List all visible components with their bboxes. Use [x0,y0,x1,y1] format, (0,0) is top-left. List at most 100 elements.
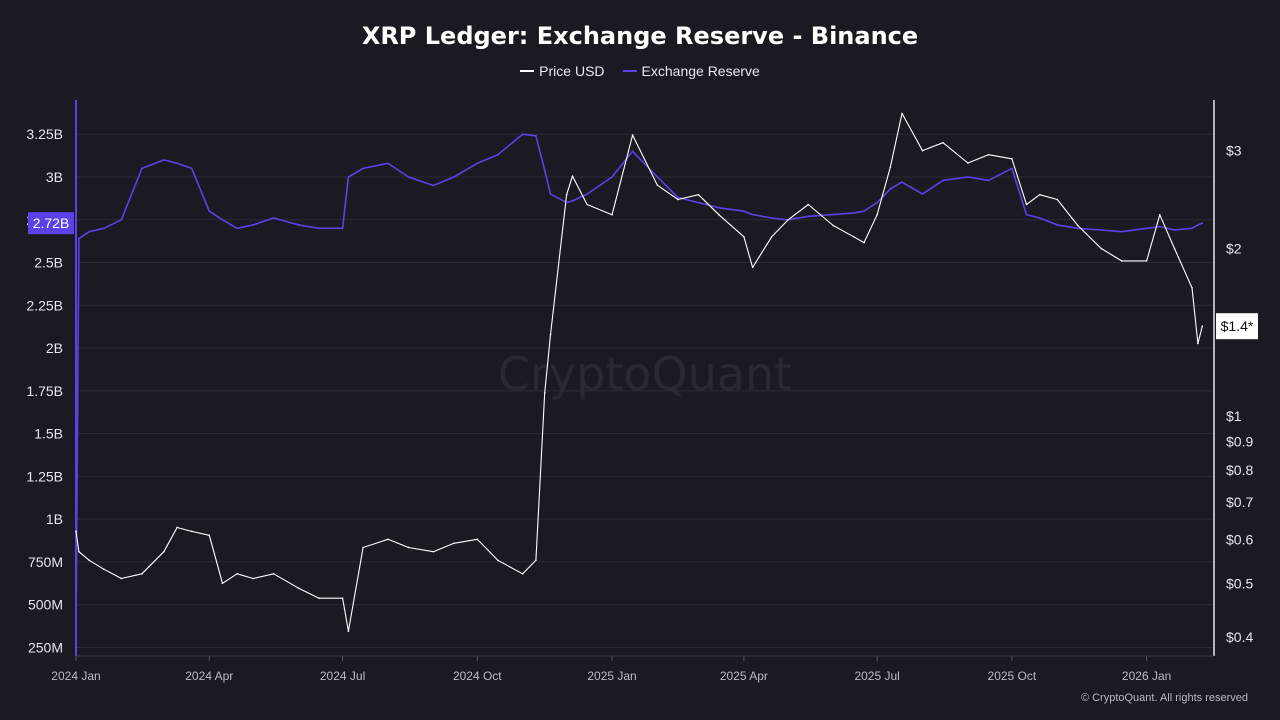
reserve-point [221,218,224,221]
reserve-point [718,206,720,209]
price-point [832,224,835,227]
reserve-point [1038,217,1041,219]
y-left-tick-label: 250M [28,639,63,655]
reserve-point [543,169,546,172]
reserve-point [88,230,91,233]
x-tick-label: 2024 Jan [51,669,100,683]
legend-item-reserve[interactable]: Exchange Reserve [622,63,760,79]
reserve-point [534,135,537,137]
price-point [272,573,275,575]
reserve-point [1056,223,1059,226]
reserve-point [521,133,524,136]
price-point [407,546,410,549]
reserve-point [631,150,634,153]
price-point [1201,325,1204,327]
reserve-point [452,176,455,178]
y-left-tick-label: 2.25B [26,297,63,313]
x-tick-label: 2025 Jul [854,669,899,683]
reserve-point [1025,213,1028,216]
copyright-footer: © CryptoQuant. All rights reserved [1080,692,1248,704]
y-left-tick-label: 1B [46,511,63,527]
price-point [497,559,499,562]
price-point [1120,260,1123,262]
reserve-point [176,162,178,165]
reserve-point [1191,227,1193,230]
x-tick-label: 2025 Jan [587,669,636,683]
reserve-point [863,210,865,213]
reserve-point [1196,223,1199,226]
price-point [1056,198,1059,201]
reserve-point [876,201,879,204]
price-point [876,213,878,216]
price-point [535,559,537,562]
price-point [770,235,773,238]
price-point [1100,247,1103,250]
price-point [656,184,659,186]
price-last-value-box [1216,313,1258,340]
price-point [347,630,350,633]
y-left-tick-label: 1.75B [26,383,63,399]
price-point [163,550,165,553]
x-tick-label: 2024 Apr [185,669,233,683]
reserve-point [942,179,944,182]
y-left-tick-label: 1.25B [26,468,63,484]
series-line-price-usd [75,112,1203,632]
reserve-point [341,227,344,230]
reserve-point [967,176,969,178]
reserve-point [102,227,105,230]
reserve-point [432,184,435,187]
price-point [318,597,320,600]
x-tick-label: 2024 Jul [320,669,365,683]
x-tick-label: 2025 Oct [988,669,1037,683]
reserve-point [571,200,574,202]
reserve-point [807,215,810,218]
price-point [967,162,969,164]
price-point [297,587,300,589]
price-point [1197,342,1199,345]
series-line-exchange-reserve [75,133,1203,631]
price-point [586,203,588,206]
reserve-point [770,217,773,219]
reserve-point [889,188,892,190]
price-point [176,526,178,529]
reserve-point [1100,229,1103,231]
reserve-point [565,201,568,204]
price-point [75,530,77,533]
price-point [718,213,720,216]
price-point [631,134,634,136]
price-point [549,333,552,336]
price-point [1145,260,1148,262]
y-left-tick-label: 3.25B [26,126,63,142]
reserve-point [987,179,990,182]
price-point [921,149,924,152]
x-tick-label: 2026 Jan [1122,669,1171,683]
legend-item-price[interactable]: Price USD [520,63,605,79]
chart-legend: Price USD Exchange Reserve [0,63,1280,79]
reserve-point [1173,229,1176,231]
price-point [852,235,855,238]
reserve-point [272,217,275,219]
price-point [78,550,80,553]
price-point [565,193,568,196]
reserve-point [852,212,855,214]
y-left-tick-label: 500M [28,597,63,613]
price-point [221,582,224,585]
reserve-point [496,153,499,156]
price-point [476,538,479,541]
reserve-point [297,223,300,226]
y-left-tick-label: 2.5B [34,255,63,271]
price-point [751,266,754,269]
price-point [1191,286,1193,289]
reserve-point [120,218,123,221]
reserve-point [318,227,321,230]
price-point [543,392,546,394]
price-point [341,597,344,600]
reserve-point [549,193,552,195]
y-left-tick-label: 3B [46,169,63,185]
reserve-point [387,162,389,165]
reserve-point [252,223,255,226]
reserve-point [407,176,410,178]
price-point [236,573,238,575]
price-point [863,241,865,244]
